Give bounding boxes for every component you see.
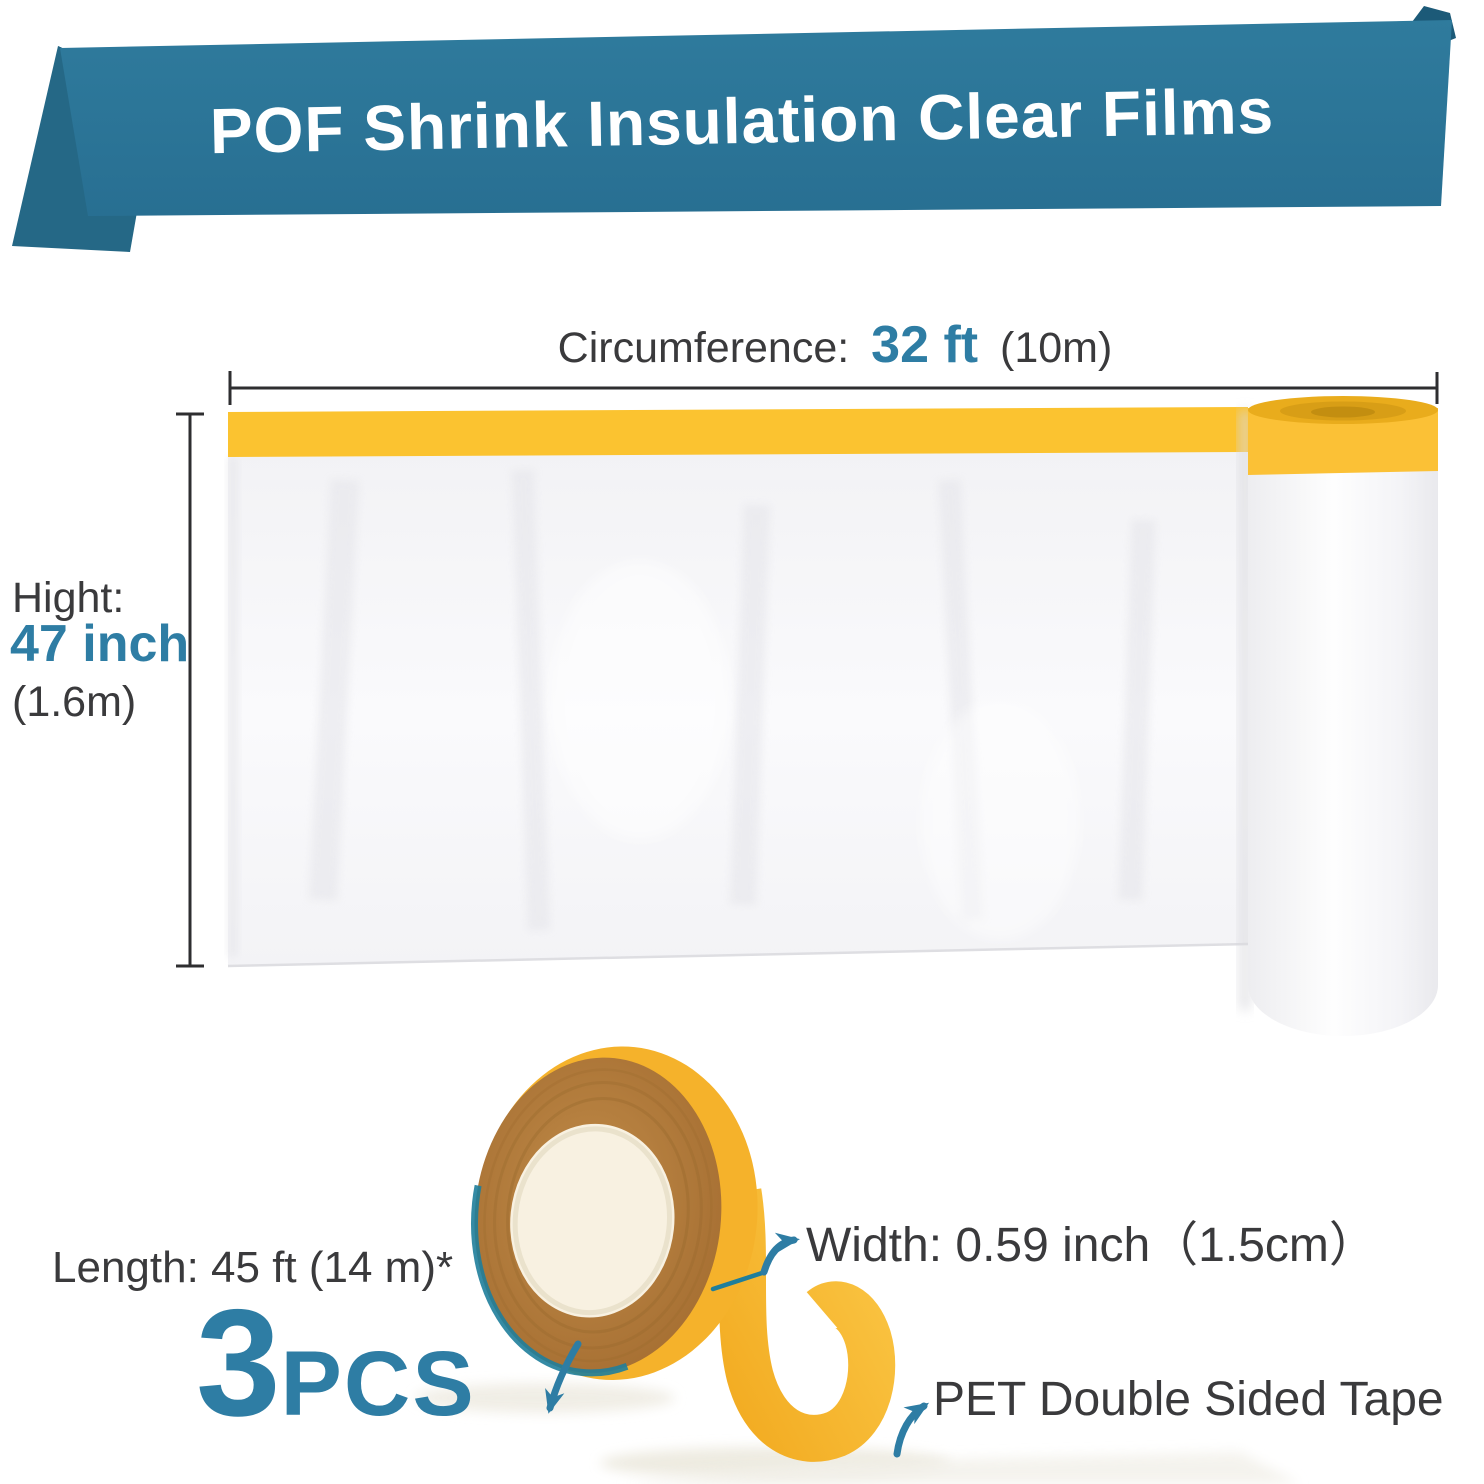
pieces-unit: PCS xyxy=(280,1333,476,1435)
tape-width-text: Width: 0.59 inch（1.5cm） xyxy=(806,1219,1377,1272)
film-top-tape-strip xyxy=(228,407,1248,457)
ribbon-band xyxy=(60,20,1452,216)
height-label: Hight: xyxy=(12,574,125,622)
film-sheet xyxy=(227,407,1249,968)
pieces-arrow-icon xyxy=(545,1340,582,1414)
tape-roll-core xyxy=(510,1123,675,1318)
pieces-annotation: 3PCS xyxy=(196,1287,476,1439)
surface-shadow xyxy=(620,1452,1300,1484)
vertical-dimension-line xyxy=(176,412,204,968)
tape-length-text: Length: 45 ft (14 m)* xyxy=(52,1243,454,1292)
ribbon-banner xyxy=(12,6,1456,252)
roll-shadow xyxy=(415,1383,675,1413)
tape-roll-teal-rim xyxy=(470,1054,725,1377)
tape-strip-curl xyxy=(714,1188,896,1462)
material-arrow-icon xyxy=(893,1402,930,1458)
width-marker-line xyxy=(710,1270,765,1292)
film-roll-tape-band xyxy=(1248,408,1438,475)
circumference-metric: (10m) xyxy=(1000,324,1113,372)
circumference-annotation: Circumference: 32 ft (10m) xyxy=(230,319,1440,371)
height-value: 47 inch xyxy=(10,615,190,673)
width-arrow-icon xyxy=(760,1232,800,1276)
height-metric: (1.6m) xyxy=(12,678,137,726)
tape-roll xyxy=(470,1046,758,1380)
pieces-count: 3 xyxy=(196,1278,281,1448)
horizontal-dimension-line xyxy=(228,371,1439,405)
film-roll xyxy=(1240,396,1438,1036)
tape-material-text: PET Double Sided Tape xyxy=(933,1373,1444,1426)
circumference-label: Circumference: xyxy=(557,324,850,372)
circumference-value: 32 ft xyxy=(871,316,979,374)
tape-roll-figure xyxy=(415,1046,1300,1484)
